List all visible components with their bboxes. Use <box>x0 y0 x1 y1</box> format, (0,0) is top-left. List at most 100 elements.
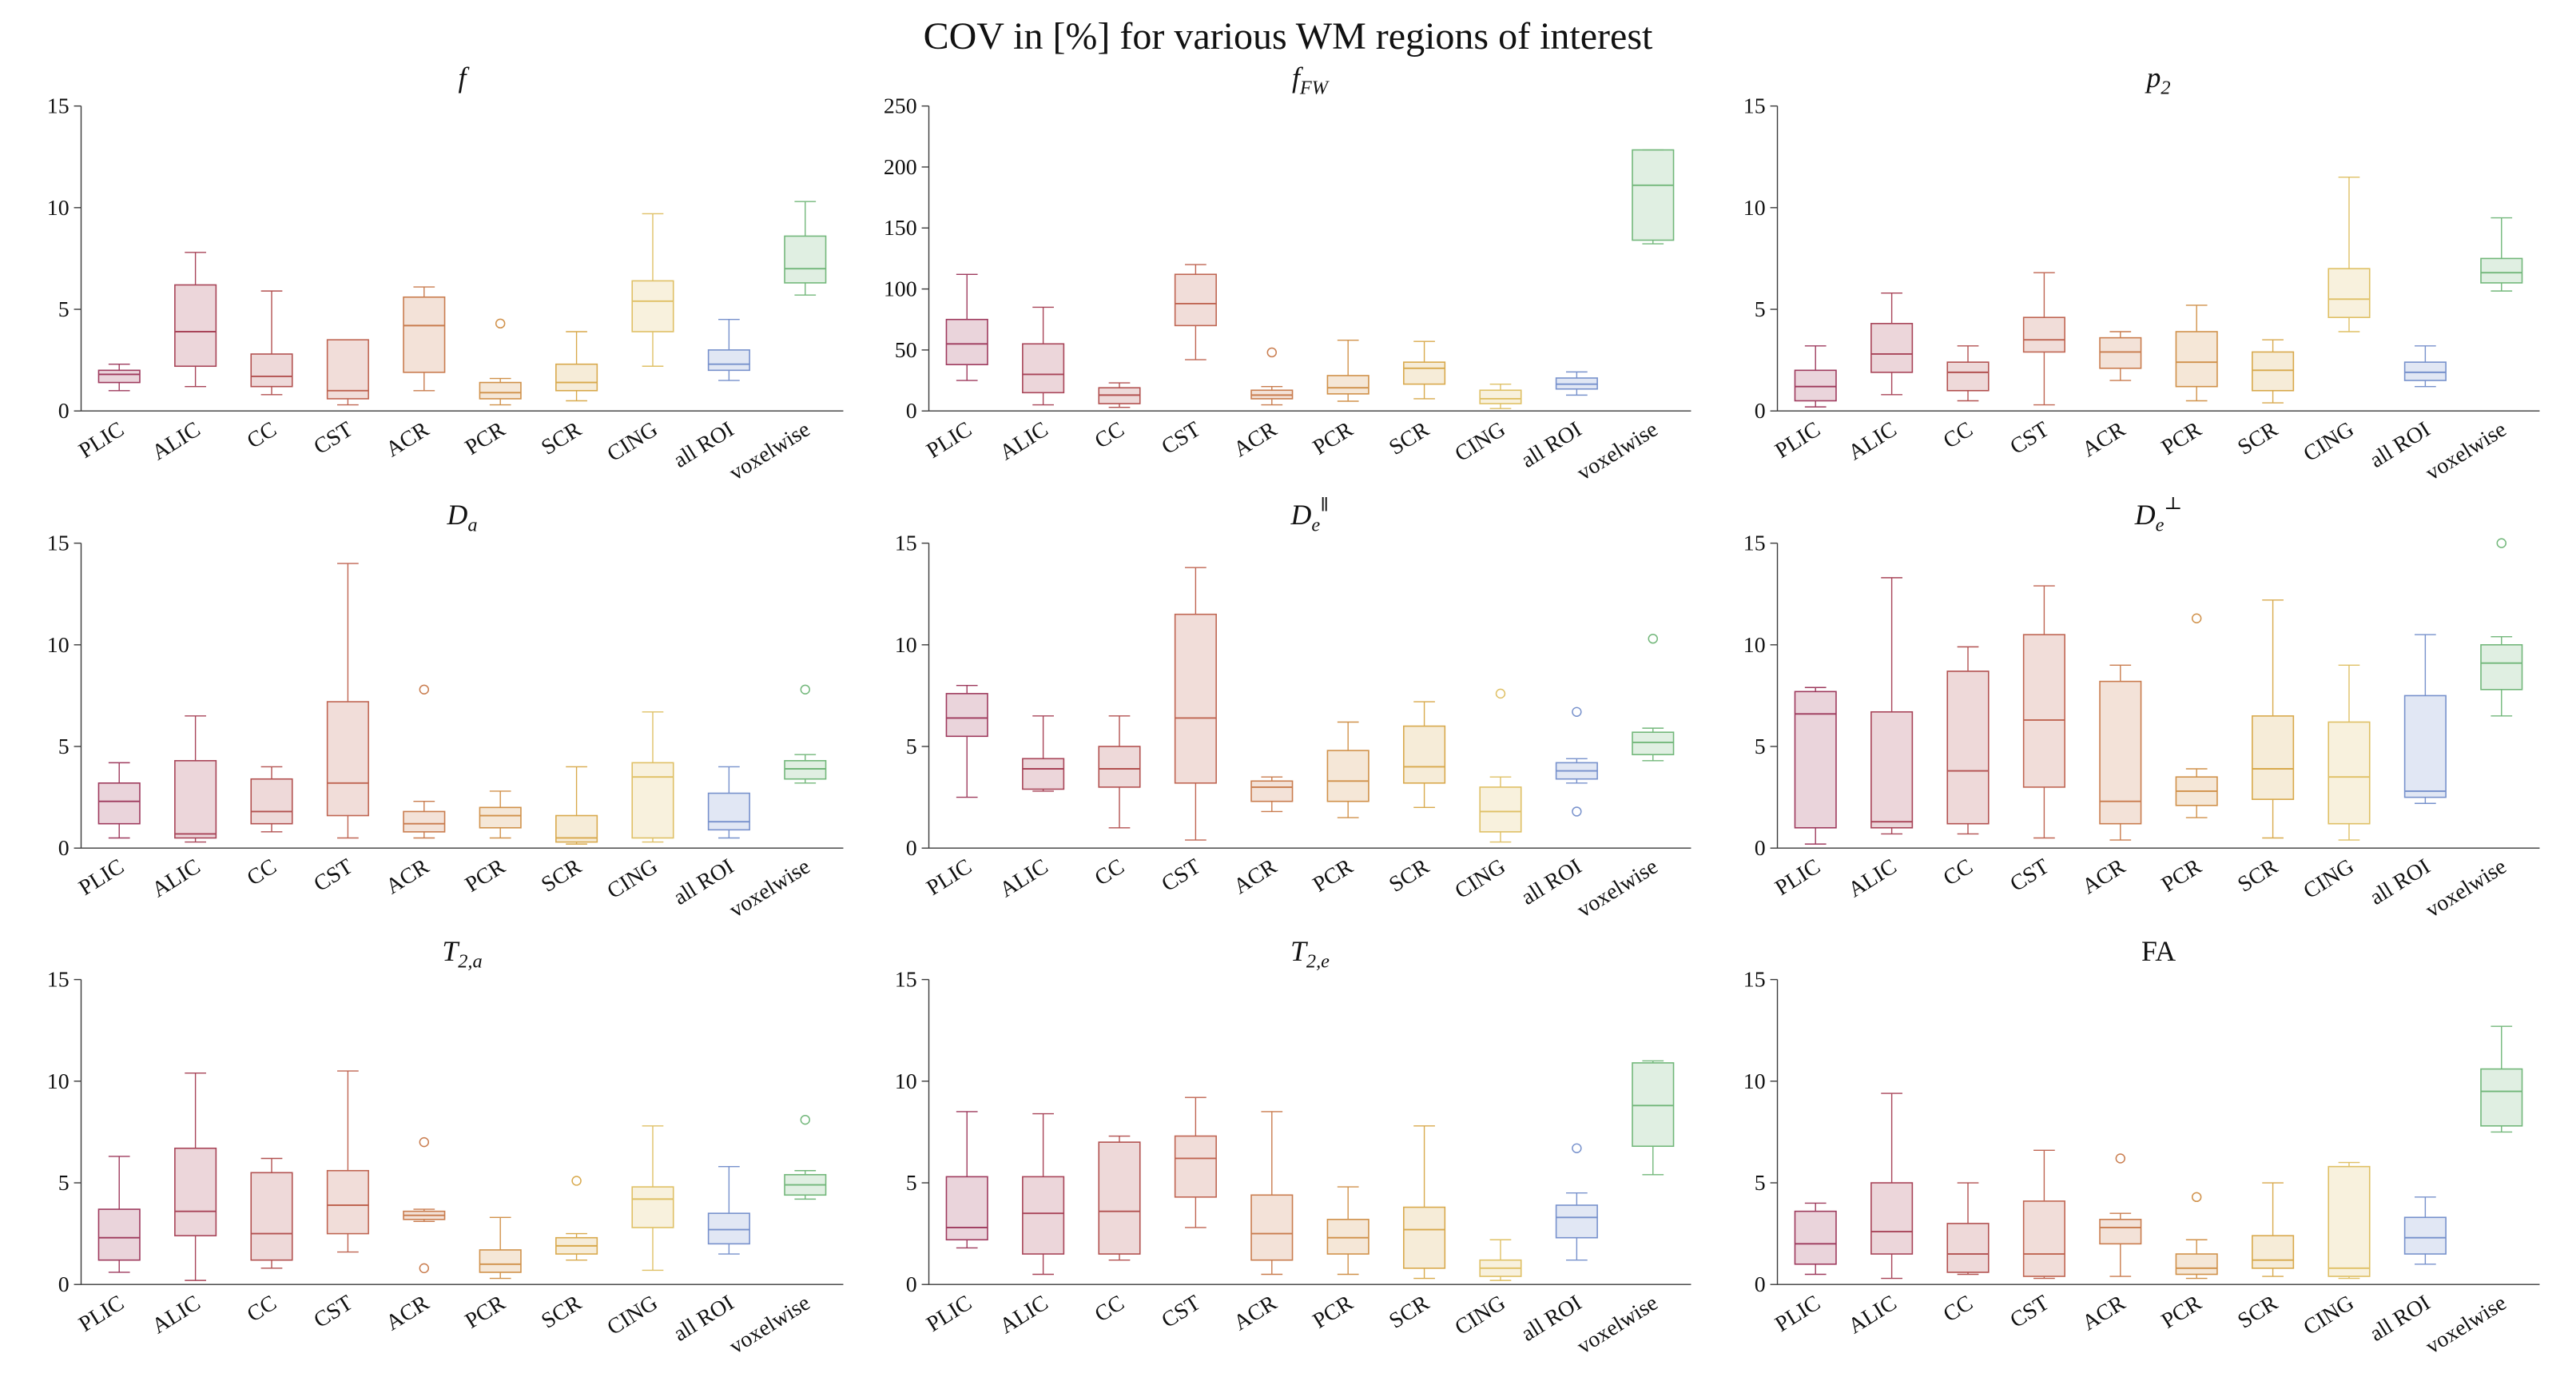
box-group-PCR <box>1326 721 1370 818</box>
y-tick-label: 10 <box>895 1069 917 1094</box>
x-tick-label: voxelwise <box>1573 854 1663 922</box>
iqr-box <box>1175 1135 1218 1198</box>
box-group-all ROI <box>707 1166 750 1255</box>
iqr-box <box>97 1208 141 1261</box>
iqr-box <box>403 296 446 373</box>
iqr-box <box>784 235 827 284</box>
box-group-CC <box>250 1157 293 1269</box>
box-group-ALIC <box>174 714 217 842</box>
y-tick-label: 10 <box>47 632 70 657</box>
x-tick-label: SCR <box>2233 1291 2282 1334</box>
x-tick-label: CC <box>1091 854 1129 890</box>
x-tick-label: CST <box>2006 417 2053 460</box>
x-tick-label: CST <box>309 1291 357 1333</box>
iqr-box <box>631 280 674 332</box>
box-group-ALIC <box>1022 306 1065 406</box>
box-group-SCR <box>1403 700 1446 808</box>
iqr-box <box>2251 714 2294 800</box>
x-tick-label: PCR <box>2157 854 2205 897</box>
iqr-box <box>1403 1206 1446 1269</box>
x-tick-label: CING <box>603 417 662 467</box>
x-tick-label: PLIC <box>923 1291 977 1337</box>
x-tick-label: SCR <box>1385 416 1434 460</box>
box-group-SCR <box>1403 1125 1446 1280</box>
y-tick-label: 10 <box>47 1069 70 1094</box>
box-group-ALIC <box>174 1073 217 1281</box>
x-tick-label: ACR <box>2077 854 2129 899</box>
box-group-PLIC <box>945 273 989 381</box>
box-group-PCR <box>1326 1186 1370 1276</box>
x-tick-label: voxelwise <box>1573 1291 1663 1359</box>
figure-title: COV in [%] for various WM regions of int… <box>923 15 1653 58</box>
iqr-box <box>1098 745 1141 788</box>
box-group-CC <box>1098 714 1141 829</box>
boxplot-fFW: 0 50 100 150 200 250 fFW PLIC ALIC CC CST ACR PCR SCR… <box>884 62 1691 486</box>
iqr-box <box>631 1186 674 1228</box>
box-group-PCR <box>2175 304 2218 402</box>
iqr-box <box>1250 780 1294 802</box>
subplot-title: T2,a <box>442 935 482 973</box>
subplot-title: f <box>459 62 471 94</box>
y-tick-label: 15 <box>47 531 70 555</box>
y-tick-label: 5 <box>1754 734 1765 758</box>
subplot-title: fFW <box>1292 62 1330 99</box>
box-group-voxelwise <box>784 684 827 784</box>
x-tick-label: CING <box>2299 1291 2358 1340</box>
iqr-box <box>326 339 369 400</box>
y-tick-label: 5 <box>58 734 70 758</box>
iqr-box <box>1870 1182 1913 1255</box>
iqr-box <box>2251 351 2294 392</box>
x-tick-label: CST <box>309 417 357 460</box>
iqr-box <box>2479 643 2522 691</box>
y-tick-label: 150 <box>884 216 917 241</box>
box-group-voxelwise <box>1632 149 1675 245</box>
outlier-point <box>1648 633 1659 643</box>
subplot-title: Da <box>446 498 477 535</box>
x-tick-label: voxelwise <box>1573 417 1663 486</box>
iqr-box <box>1946 361 1990 392</box>
outlier-point <box>1572 706 1582 717</box>
box-group-SCR <box>2251 339 2294 404</box>
outlier-point <box>1572 806 1582 817</box>
box-group-PLIC <box>1794 345 1837 408</box>
x-tick-label: ACR <box>382 854 434 899</box>
box-group-CC <box>1946 1182 1990 1276</box>
x-tick-label: SCR <box>1385 1291 1434 1334</box>
x-tick-label: ALIC <box>996 417 1052 466</box>
x-tick-label: SCR <box>2233 854 2282 897</box>
box-group-CC <box>1946 646 1990 834</box>
box-group-PLIC <box>1794 1202 1837 1276</box>
x-tick-label: ALIC <box>1843 854 1900 902</box>
box-group-ACR <box>1250 1111 1294 1276</box>
box-group-CST <box>1175 264 1218 360</box>
outlier-point <box>1572 1143 1582 1154</box>
x-tick-label: CING <box>2299 854 2358 903</box>
y-tick-label: 0 <box>906 399 917 424</box>
box-group-CST <box>2022 1149 2065 1280</box>
box-group-CC <box>1946 345 1990 402</box>
iqr-box <box>2479 257 2522 284</box>
y-tick-label: 5 <box>1754 1171 1765 1196</box>
iqr-box <box>1326 375 1370 395</box>
iqr-box <box>174 759 217 838</box>
box-group-CING <box>2328 1161 2371 1280</box>
iqr-box <box>479 1249 522 1273</box>
box-group-ACR <box>403 286 446 392</box>
x-tick-label: CING <box>1451 854 1510 903</box>
iqr-box <box>1479 786 1522 833</box>
outlier-point <box>1496 688 1506 698</box>
box-group-SCR <box>555 766 598 845</box>
x-tick-label: SCR <box>1385 854 1434 897</box>
iqr-box <box>2403 1216 2447 1255</box>
iqr-box <box>1022 343 1065 394</box>
x-tick-label: SCR <box>537 1291 586 1334</box>
iqr-box <box>1403 725 1446 784</box>
y-tick-label: 15 <box>895 968 917 993</box>
x-tick-label: ACR <box>382 416 434 462</box>
x-tick-label: CC <box>1091 1291 1129 1327</box>
y-tick-label: 0 <box>58 836 70 861</box>
box-group-voxelwise <box>784 1115 827 1200</box>
y-tick-label: 0 <box>1754 1272 1765 1297</box>
